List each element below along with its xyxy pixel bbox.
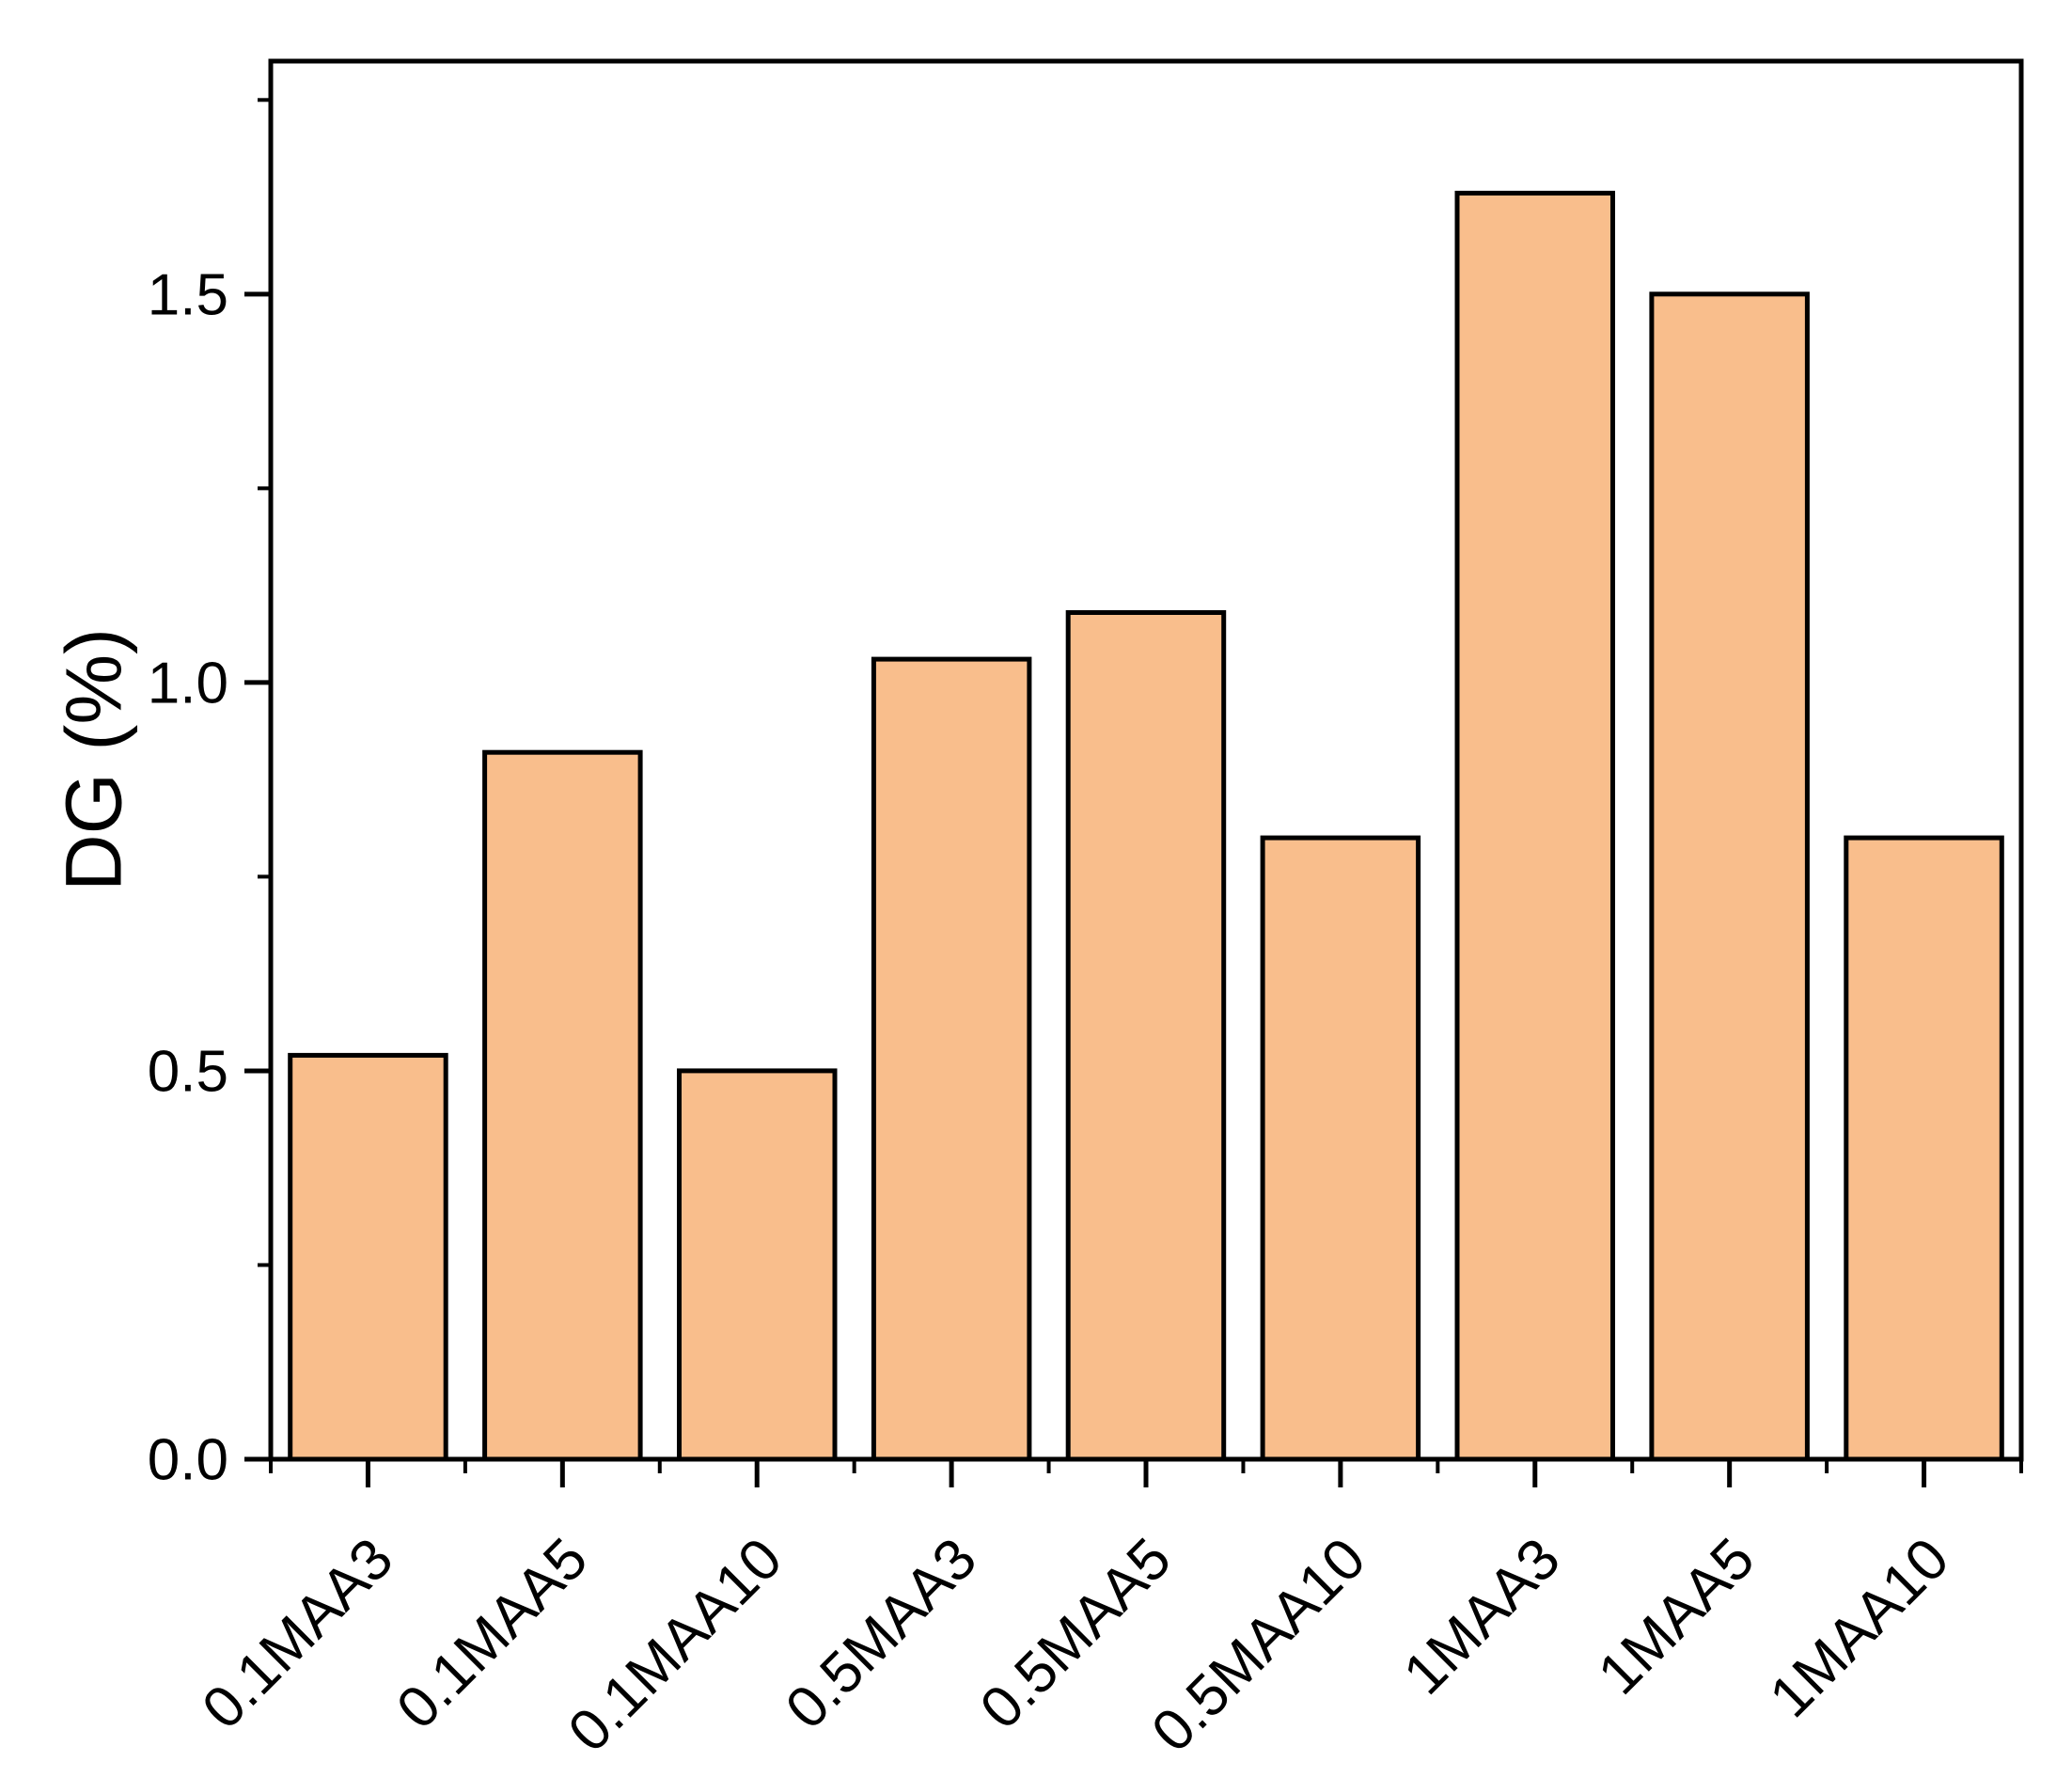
bar [677,1068,838,1462]
bar [482,749,643,1462]
y-axis-label: DG (%) [49,628,138,891]
x-tick-label: 0.1MAA10 [557,1526,795,1765]
x-tick-label: 0.5MAA3 [774,1526,989,1741]
x-tick-label: 0.1MAA3 [190,1526,405,1741]
bar [288,1052,448,1462]
x-tick-label: 0.5MAA10 [1139,1526,1378,1765]
bar [1260,835,1421,1462]
x-tick-label: 1MAA10 [1758,1526,1962,1730]
bar [1454,190,1615,1462]
bar [1649,291,1810,1462]
y-tick-label: 0.5 [148,1040,228,1105]
bar [871,656,1032,1462]
x-tick-label: 1MAA3 [1391,1526,1573,1707]
bar [1844,835,2004,1462]
y-tick-label: 1.5 [148,263,228,328]
y-tick-label: 0.0 [148,1428,228,1493]
y-tick-label: 1.0 [148,652,228,716]
x-tick-label: 1MAA5 [1586,1526,1767,1707]
bar [1065,610,1227,1462]
